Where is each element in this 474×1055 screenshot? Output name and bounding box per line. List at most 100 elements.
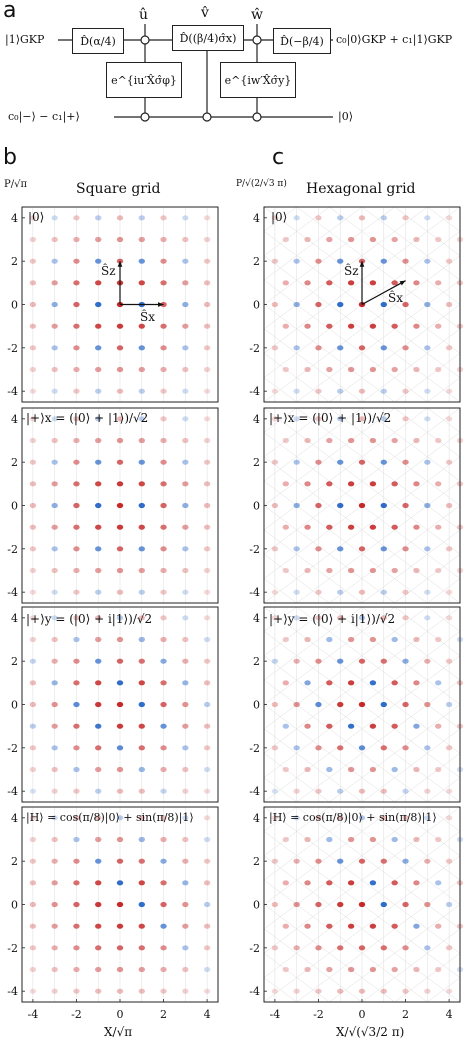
sq-wigner-peak: [203, 437, 211, 444]
hex-sz-axis-label: Ŝz: [344, 264, 359, 278]
sq-wigner-peak: [95, 880, 102, 886]
hx-wigner-peak: [347, 323, 355, 329]
sq-wigner-peak: [73, 416, 80, 422]
sq-wigner-peak: [160, 615, 167, 621]
hx-wigner-peak: [424, 546, 431, 552]
measurement-v: v̂: [201, 5, 209, 21]
sq-wigner-peak: [160, 416, 167, 422]
hx-wigner-peak: [369, 524, 377, 530]
sq-wigner-peak: [182, 966, 189, 973]
hx-wigner-peak: [413, 723, 420, 729]
sq-wigner-peak: [29, 966, 37, 973]
hx-wigner-peak: [445, 858, 453, 864]
sq-wigner-peak: [29, 345, 37, 351]
row-label-1: |+⟩x = (|0⟩ + |1⟩)/√2: [26, 411, 149, 425]
sq-wigner-peak: [29, 301, 37, 308]
hx-wigner-peak: [413, 366, 420, 373]
hx-wigner-peak: [282, 481, 289, 487]
sq-wigner-peak: [116, 988, 124, 994]
hx-wigner-peak: [282, 723, 289, 729]
sq-wigner-peak: [160, 236, 167, 243]
hx-wigner-peak: [424, 459, 431, 465]
sq-wigner-peak: [182, 502, 189, 509]
hx-wigner-peak: [271, 546, 279, 552]
control-dot-v-bottom: [202, 112, 212, 122]
sq-wigner-peak: [116, 858, 124, 864]
sq-wigner-peak: [182, 215, 189, 221]
sq-wigner-peak: [29, 416, 37, 422]
control-dot-w-bottom: [252, 112, 262, 122]
sq-wigner-peak: [29, 858, 37, 864]
sq-wigner-peak: [138, 388, 145, 394]
sq-wigner-peak: [182, 437, 189, 444]
sq-wigner-peak: [51, 923, 58, 929]
sq-wigner-peak: [203, 880, 211, 886]
sq-wigner-peak: [138, 945, 145, 951]
hx-wigner-peak: [358, 745, 366, 751]
sq-wigner-peak: [138, 788, 145, 794]
hx-wigner-peak: [435, 524, 442, 530]
sq-wigner-peak: [73, 615, 80, 621]
hx-wigner-peak: [380, 901, 387, 908]
hx-wigner-peak: [293, 258, 300, 264]
sq-wigner-peak: [51, 366, 58, 373]
gate-conditional-w: e^{iw′X̂σ̂y}: [220, 62, 296, 98]
sq-y-tick-label: -4: [7, 985, 18, 998]
hx-wigner-peak: [391, 236, 398, 243]
hx-wigner-peak: [402, 658, 409, 664]
sq-wigner-peak: [138, 546, 145, 552]
sq-wigner-peak: [73, 546, 80, 552]
hx-wigner-peak: [445, 345, 453, 351]
hx-wigner-peak: [293, 502, 300, 509]
hx-lattice-line: [329, 505, 460, 603]
sq-wigner-peak: [182, 923, 189, 929]
hx-wigner-peak: [369, 636, 377, 643]
sq-wigner-peak: [203, 301, 211, 308]
sq-wigner-peak: [182, 481, 189, 487]
sq-wigner-peak: [138, 323, 145, 329]
square-grid-title: Square grid: [76, 181, 161, 197]
sq-wigner-peak: [116, 745, 124, 751]
hx-wigner-peak: [445, 701, 453, 708]
hx-wigner-peak: [358, 788, 366, 794]
hx-wigner-peak: [304, 323, 311, 329]
hx-wigner-peak: [315, 988, 322, 994]
hx-lattice-line: [459, 602, 460, 603]
hx-wigner-peak: [435, 836, 442, 843]
sq-y-tick-label: 0: [11, 500, 18, 513]
sq-wigner-peak: [160, 567, 167, 574]
sq-wigner-peak: [138, 723, 145, 729]
sq-wigner-peak: [203, 766, 211, 773]
hx-wigner-peak: [391, 636, 398, 643]
hx-wigner-peak: [304, 567, 311, 574]
hx-wigner-peak: [315, 459, 322, 465]
hx-wigner-peak: [337, 301, 344, 308]
hx-wigner-peak: [369, 680, 377, 686]
sq-wigner-peak: [116, 416, 124, 422]
hx-wigner-peak: [380, 301, 387, 308]
sq-wigner-peak: [73, 366, 80, 373]
hx-wigner-peak: [271, 988, 279, 994]
hx-lattice-line: [264, 807, 395, 905]
sq-wigner-peak: [182, 766, 189, 773]
hx-wigner-peak: [282, 766, 289, 773]
hx-wigner-peak: [402, 301, 409, 308]
hx-wigner-peak: [293, 658, 300, 664]
sq-wigner-peak: [73, 766, 80, 773]
hx-lattice-line: [459, 807, 460, 808]
hx-lattice-line: [264, 655, 460, 802]
sq-wigner-peak: [29, 481, 37, 487]
circuit-input-top: |1⟩GKP: [5, 33, 45, 46]
hx-wigner-peak: [326, 366, 333, 373]
sq-wigner-peak: [51, 680, 58, 686]
hx-wigner-peak: [271, 589, 279, 595]
sq-wigner-peak: [29, 901, 37, 908]
hx-lattice-line: [264, 607, 395, 705]
sq-wigner-peak: [116, 966, 124, 973]
sq-wigner-peak: [29, 437, 37, 444]
hx-wigner-peak: [271, 658, 279, 664]
gate-displacement-beta-sigma: D̂((β/4)σ̂x): [172, 25, 244, 51]
hx-lattice-line: [329, 704, 460, 802]
sq-wigner-peak: [116, 546, 124, 552]
hx-y-tick-label: 0: [253, 500, 260, 513]
